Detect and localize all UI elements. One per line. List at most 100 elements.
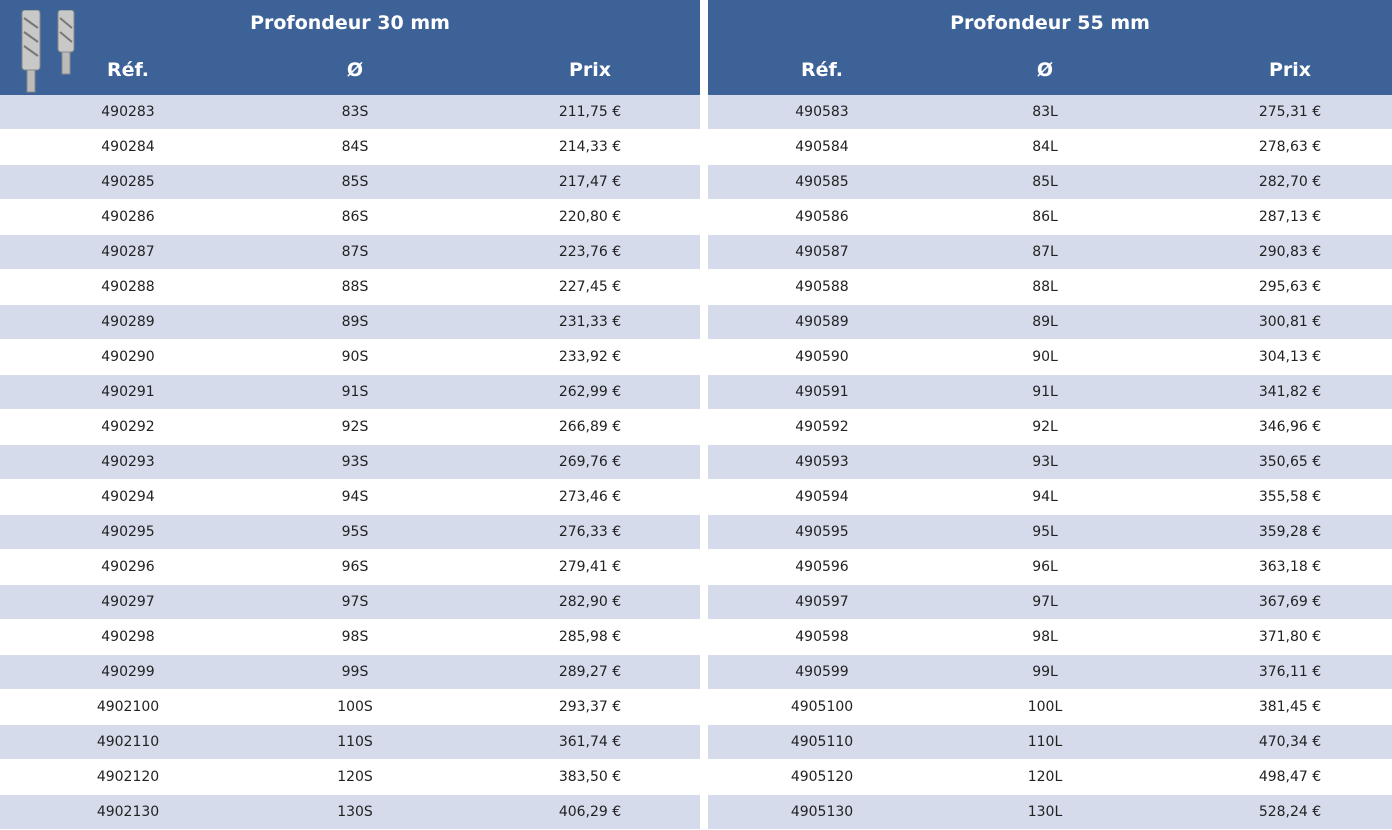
column-header: Réf. (722, 45, 922, 95)
cell: 490593 (722, 445, 922, 479)
cell: 211,75 € (490, 95, 690, 129)
cell: 490293 (28, 445, 228, 479)
cell: 490299 (28, 655, 228, 689)
cell: 304,13 € (1190, 340, 1390, 374)
cell: 88L (945, 270, 1145, 304)
cell: 95L (945, 515, 1145, 549)
cell: 91L (945, 375, 1145, 409)
cell: 4902110 (28, 725, 228, 759)
cell: 90L (945, 340, 1145, 374)
cell: 4902120 (28, 760, 228, 794)
cell: 92S (255, 410, 455, 444)
cell: 85L (945, 165, 1145, 199)
cell: 99L (945, 655, 1145, 689)
cell: 293,37 € (490, 690, 690, 724)
cell: 92L (945, 410, 1145, 444)
cell: 490591 (722, 375, 922, 409)
cell: 295,63 € (1190, 270, 1390, 304)
cell: 490296 (28, 550, 228, 584)
cell: 300,81 € (1190, 305, 1390, 339)
cell: 376,11 € (1190, 655, 1390, 689)
cell: 470,34 € (1190, 725, 1390, 759)
cell: 361,74 € (490, 725, 690, 759)
cell: 96S (255, 550, 455, 584)
cell: 94L (945, 480, 1145, 514)
cell: 490287 (28, 235, 228, 269)
cell: 4902130 (28, 795, 228, 829)
cell: 4905130 (722, 795, 922, 829)
cell: 359,28 € (1190, 515, 1390, 549)
cell: 287,13 € (1190, 200, 1390, 234)
cell: 490588 (722, 270, 922, 304)
cell: 490288 (28, 270, 228, 304)
cell: 490598 (722, 620, 922, 654)
cell: 346,96 € (1190, 410, 1390, 444)
cell: 490595 (722, 515, 922, 549)
column-header: Ø (255, 45, 455, 95)
cell: 490283 (28, 95, 228, 129)
cell: 120S (255, 760, 455, 794)
cell: 282,90 € (490, 585, 690, 619)
column-header: Ø (945, 45, 1145, 95)
column-header: Prix (1190, 45, 1390, 95)
cell: 490597 (722, 585, 922, 619)
cell: 120L (945, 760, 1145, 794)
table-title: Profondeur 30 mm (0, 0, 700, 45)
cell: 100S (255, 690, 455, 724)
cell: 282,70 € (1190, 165, 1390, 199)
cell: 93S (255, 445, 455, 479)
cell: 490596 (722, 550, 922, 584)
cell: 83L (945, 95, 1145, 129)
cell: 98S (255, 620, 455, 654)
cell: 350,65 € (1190, 445, 1390, 479)
page: Profondeur 30 mmRéf.ØPrix49028383S211,75… (0, 0, 1392, 830)
cell: 90S (255, 340, 455, 374)
cell: 217,47 € (490, 165, 690, 199)
cell: 490592 (722, 410, 922, 444)
cell: 86S (255, 200, 455, 234)
cell: 97L (945, 585, 1145, 619)
cell: 290,83 € (1190, 235, 1390, 269)
cell: 285,98 € (490, 620, 690, 654)
cell: 490284 (28, 130, 228, 164)
cell: 99S (255, 655, 455, 689)
cell: 98L (945, 620, 1145, 654)
cell: 4905120 (722, 760, 922, 794)
cell: 266,89 € (490, 410, 690, 444)
cell: 269,76 € (490, 445, 690, 479)
cell: 490294 (28, 480, 228, 514)
cell: 84S (255, 130, 455, 164)
column-header: Prix (490, 45, 690, 95)
cell: 490295 (28, 515, 228, 549)
cell: 85S (255, 165, 455, 199)
cell: 355,58 € (1190, 480, 1390, 514)
cell: 130L (945, 795, 1145, 829)
cell: 490292 (28, 410, 228, 444)
cell: 381,45 € (1190, 690, 1390, 724)
cell: 490298 (28, 620, 228, 654)
cell: 95S (255, 515, 455, 549)
cell: 528,24 € (1190, 795, 1390, 829)
cell: 84L (945, 130, 1145, 164)
cell: 363,18 € (1190, 550, 1390, 584)
cell: 371,80 € (1190, 620, 1390, 654)
cell: 4905100 (722, 690, 922, 724)
cell: 289,27 € (490, 655, 690, 689)
cell: 341,82 € (1190, 375, 1390, 409)
cell: 130S (255, 795, 455, 829)
cell: 110L (945, 725, 1145, 759)
cell: 86L (945, 200, 1145, 234)
cell: 490297 (28, 585, 228, 619)
cell: 88S (255, 270, 455, 304)
cell: 279,41 € (490, 550, 690, 584)
cell: 278,63 € (1190, 130, 1390, 164)
cell: 93L (945, 445, 1145, 479)
cell: 490585 (722, 165, 922, 199)
cell: 383,50 € (490, 760, 690, 794)
cell: 490584 (722, 130, 922, 164)
cell: 233,92 € (490, 340, 690, 374)
cell: 490586 (722, 200, 922, 234)
cell: 273,46 € (490, 480, 690, 514)
cell: 89L (945, 305, 1145, 339)
cell: 97S (255, 585, 455, 619)
